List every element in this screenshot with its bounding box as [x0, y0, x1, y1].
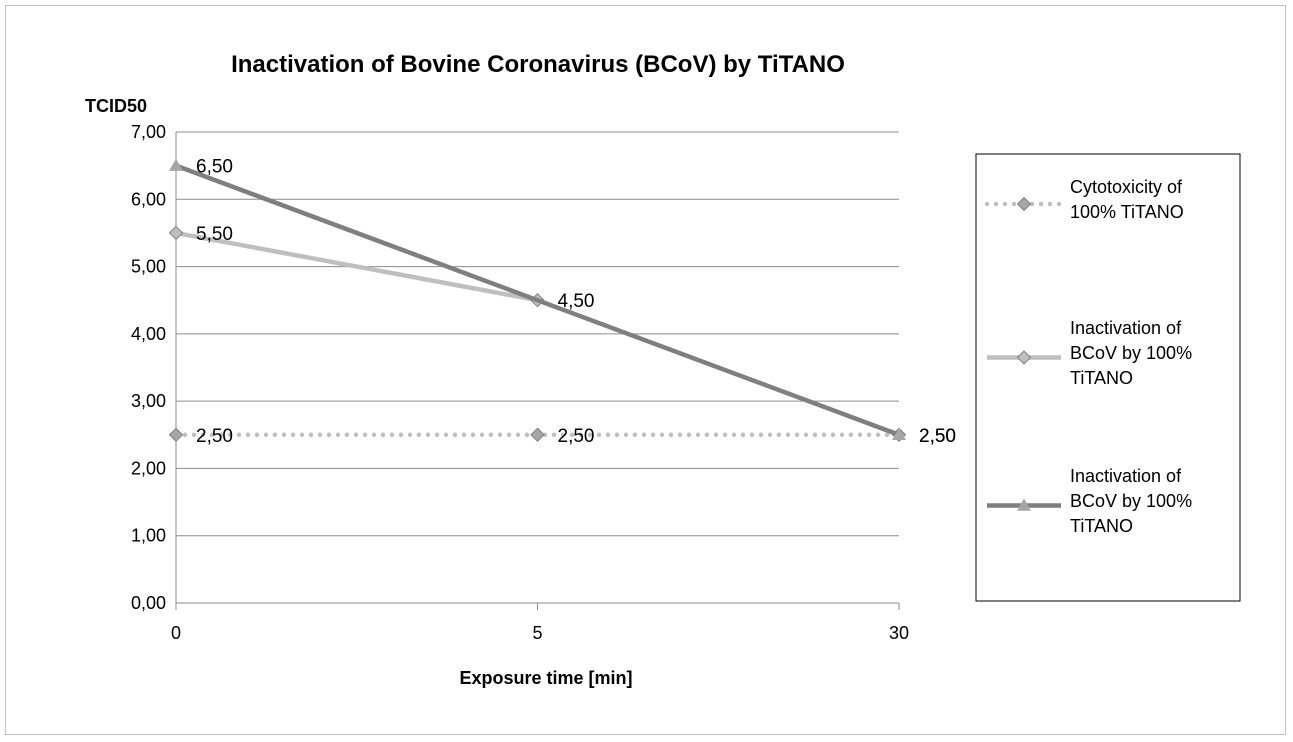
x-tick-label: 30 [889, 623, 909, 643]
series-line [175, 230, 538, 303]
chart-canvas: Inactivation of Bovine Coronavirus (BCoV… [85, 51, 1241, 688]
gridlines [176, 131, 899, 537]
diamond-marker [1016, 350, 1032, 365]
data-label: 2,50 [196, 426, 233, 447]
triangle-marker [169, 158, 183, 171]
data-label: 2,50 [919, 426, 956, 447]
legend-label: BCoV by 100% [1070, 343, 1192, 363]
data-label: 6,50 [196, 157, 233, 178]
legend-label: Inactivation of [1070, 318, 1182, 338]
x-tick-label: 0 [171, 623, 181, 643]
diamond-marker [530, 427, 545, 442]
chart-title: Inactivation of Bovine Coronavirus (BCoV… [231, 51, 845, 78]
legend-label: Inactivation of [1070, 466, 1182, 486]
axes: 0,00 1,00 2,00 3,00 4,00 5,00 6,00 7,00 0 5 30 [131, 122, 909, 643]
diamond-marker [168, 225, 184, 241]
legend-label: Cytotoxicity of [1070, 177, 1183, 197]
triangle-marker [1017, 498, 1031, 511]
legend-label: TiTANO [1070, 516, 1133, 536]
x-tick-label: 5 [532, 623, 542, 643]
diamond-marker [1016, 196, 1032, 212]
y-tick-label: 4,00 [131, 324, 166, 344]
legend-box [975, 153, 1241, 602]
chart-frame: Inactivation of Bovine Coronavirus (BCoV… [5, 5, 1286, 735]
legend-label: BCoV by 100% [1070, 491, 1192, 511]
legend-label: TiTANO [1070, 368, 1133, 388]
triangle-marker [892, 427, 906, 441]
legend: Cytotoxicity of 100% TiTANO Inactivation o… [975, 153, 1241, 602]
data-labels: 2,50 2,50 2,505,504,506,502,50 [196, 157, 956, 447]
y-tick-label: 7,00 [131, 122, 166, 142]
y-tick-label: 2,00 [131, 458, 166, 478]
x-axis-title: Exposure time [min] [459, 668, 632, 688]
y-tick-label: 3,00 [131, 391, 166, 411]
y-axis-title: TCID50 [85, 96, 147, 116]
series-line [175, 163, 900, 437]
y-tick-label: 5,00 [131, 257, 166, 277]
legend-label: 100% TiTANO [1070, 202, 1184, 222]
data-label: 4,50 [558, 291, 595, 312]
data-label: 2,50 [558, 426, 595, 447]
y-tick-label: 0,00 [131, 593, 166, 613]
y-tick-label: 1,00 [131, 526, 166, 546]
data-label: 2,50 [919, 426, 956, 447]
diamond-marker [168, 427, 184, 442]
data-label: 5,50 [196, 224, 233, 245]
plot-series [168, 158, 907, 442]
y-tick-label: 6,00 [131, 189, 166, 209]
